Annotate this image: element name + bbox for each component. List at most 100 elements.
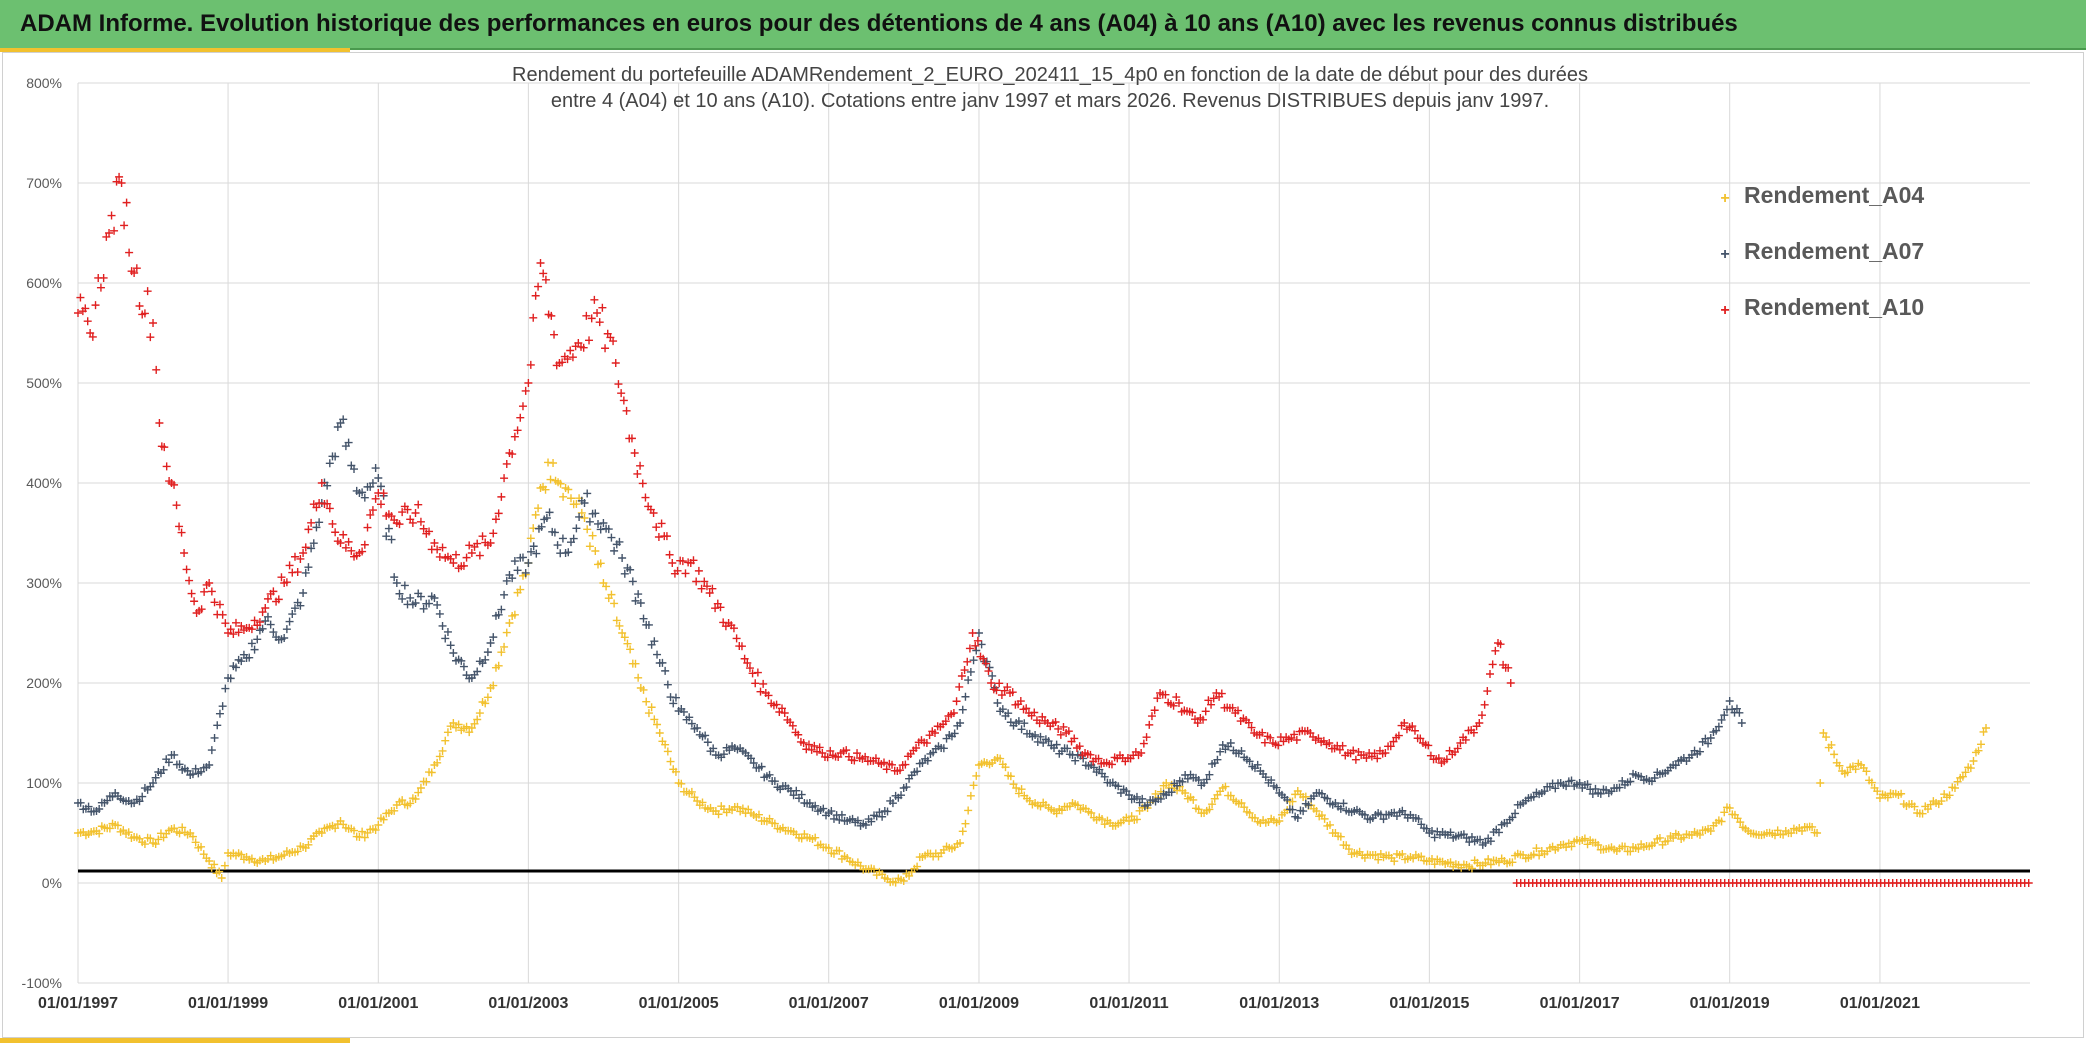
data-point-a10	[74, 309, 82, 317]
data-point-a10	[207, 587, 216, 596]
data-point-a10	[732, 634, 741, 643]
y-tick-label: 0%	[42, 875, 62, 891]
data-point-a07	[312, 523, 321, 532]
data-point-a07	[1583, 780, 1592, 789]
data-point-a04	[964, 806, 973, 815]
data-point-a07	[1245, 757, 1254, 766]
data-point-a10	[539, 269, 548, 278]
data-point-a07	[1511, 809, 1520, 818]
data-point-a04	[591, 547, 600, 556]
data-point-a04	[1950, 784, 1959, 792]
data-point-a04	[1344, 845, 1353, 854]
data-point-a07	[207, 746, 216, 755]
data-point-a07	[939, 744, 948, 753]
data-point-a10	[973, 636, 982, 645]
data-point-a04	[473, 715, 482, 724]
data-point-a04	[972, 771, 981, 780]
data-point-a04	[1976, 740, 1985, 749]
data-point-a10	[1469, 728, 1478, 737]
data-point-a07	[513, 566, 522, 575]
data-point-a10	[1172, 693, 1181, 702]
data-point-a10	[229, 630, 238, 639]
data-point-a07	[607, 533, 616, 542]
data-point-a07	[811, 801, 820, 810]
data-point-a10	[341, 543, 350, 552]
data-point-a10	[149, 319, 158, 327]
data-point-a10	[518, 402, 527, 411]
data-point-a10	[99, 273, 108, 282]
data-point-a07	[84, 802, 93, 811]
data-point-a10	[737, 642, 746, 651]
data-point-a04	[467, 724, 476, 732]
data-point-a07	[1261, 773, 1270, 782]
data-point-a07	[631, 596, 640, 605]
data-point-a04	[1897, 789, 1906, 798]
data-point-a04	[475, 709, 484, 718]
data-point-a10	[1506, 679, 1515, 687]
data-point-a10	[1207, 700, 1216, 709]
data-point-a07	[1156, 794, 1165, 803]
data-point-a10	[187, 589, 196, 598]
data-point-a10	[1051, 717, 1060, 726]
data-point-a07	[441, 634, 450, 643]
data-point-a07	[416, 592, 425, 601]
data-point-a10	[411, 509, 420, 517]
data-point-a04	[199, 850, 208, 859]
data-point-a04	[559, 492, 568, 501]
data-point-a07	[253, 635, 262, 644]
data-point-a04	[1695, 830, 1704, 839]
data-point-a04	[610, 599, 619, 608]
data-point-a10	[130, 269, 139, 277]
data-point-a04	[1532, 844, 1541, 853]
data-point-a10	[117, 179, 126, 187]
data-point-a10	[237, 621, 246, 630]
data-point-a07	[183, 766, 192, 775]
data-point-a07	[188, 770, 197, 779]
data-point-a04	[438, 746, 447, 755]
title-banner: ADAM Informe. Evolution historique des p…	[0, 0, 2086, 50]
data-point-a07	[510, 557, 519, 566]
data-point-a07	[1014, 717, 1023, 726]
data-point-a07	[1226, 739, 1235, 748]
data-point-a04	[1634, 844, 1643, 853]
data-point-a07	[599, 519, 608, 527]
data-point-a10	[433, 545, 442, 554]
data-point-a04	[1822, 733, 1831, 742]
data-point-a04	[1835, 761, 1844, 770]
data-point-a10	[293, 568, 302, 577]
data-point-a10	[1003, 683, 1012, 692]
data-point-a10	[981, 659, 990, 668]
data-point-a10	[403, 505, 412, 514]
data-point-a10	[494, 509, 503, 518]
data-point-a10	[521, 386, 530, 395]
data-point-a07	[430, 594, 439, 602]
data-point-a10	[810, 741, 819, 750]
data-point-a10	[1022, 704, 1031, 713]
data-point-a07	[1052, 740, 1061, 749]
data-point-a04	[612, 616, 621, 625]
data-point-a10	[582, 311, 591, 320]
data-point-a07	[247, 639, 256, 648]
data-point-a10	[861, 752, 870, 761]
data-point-a04	[958, 827, 967, 836]
data-point-a10	[105, 229, 114, 237]
data-point-a04	[175, 829, 184, 838]
data-point-a07	[658, 658, 667, 667]
data-point-a10	[500, 474, 509, 483]
data-point-a10	[1147, 712, 1156, 721]
data-point-a07	[508, 574, 517, 583]
data-point-a04	[1830, 750, 1839, 759]
legend-marker-a04: +	[1720, 190, 1730, 207]
data-point-a04	[1974, 746, 1983, 755]
data-point-a07	[550, 528, 559, 537]
data-point-a07	[913, 767, 922, 776]
data-point-a04	[1125, 817, 1134, 825]
data-point-a10	[930, 729, 939, 737]
data-point-a04	[1945, 791, 1954, 800]
data-point-a07	[1650, 774, 1659, 782]
series-a07	[74, 415, 1746, 849]
data-point-a10	[475, 551, 484, 560]
data-point-a04	[411, 795, 420, 803]
data-point-a04	[443, 728, 452, 737]
data-point-a10	[617, 389, 626, 398]
